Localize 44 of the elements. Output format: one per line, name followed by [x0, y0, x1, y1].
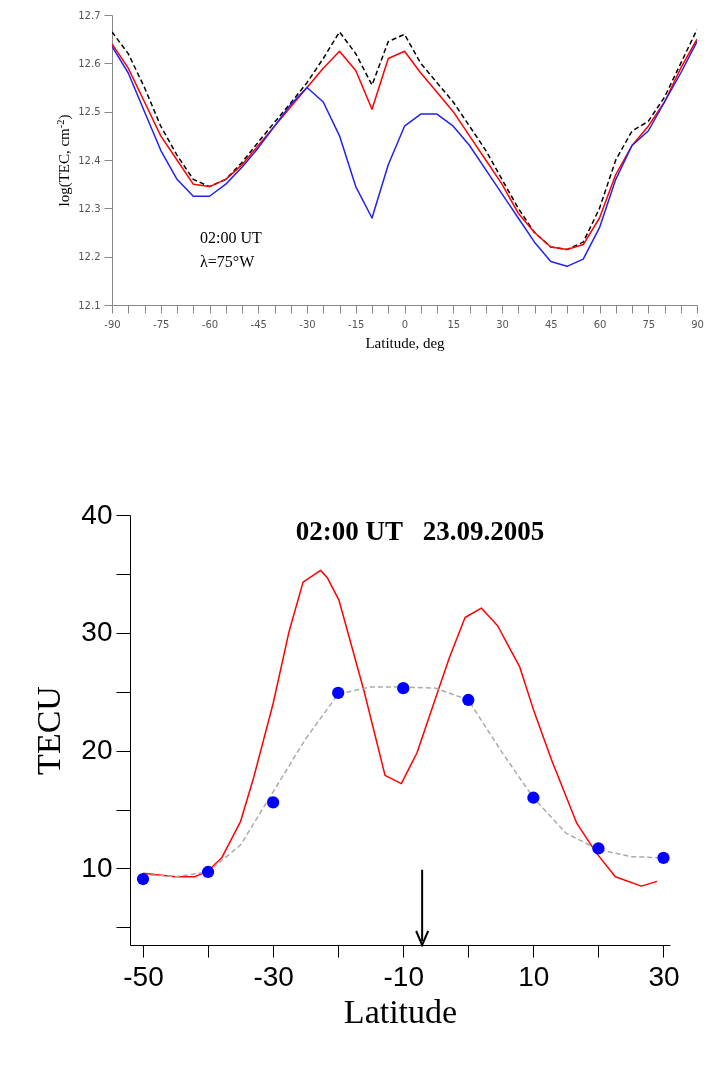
chart-title: 02:00 UT 23.09.2005	[295, 516, 545, 546]
x-tick-label: 0	[401, 318, 409, 330]
point	[201, 865, 215, 879]
x-tick-label: -50	[123, 960, 164, 992]
y-axis-title: TECU	[30, 686, 68, 775]
point	[527, 791, 540, 804]
y-tick-label: 12.3	[78, 202, 101, 214]
y-tick-label: 10	[81, 851, 113, 883]
y-tick-label: 20	[81, 734, 113, 766]
x-axis-title: Latitude, deg	[365, 334, 446, 351]
x-tick-label: 90	[691, 318, 704, 330]
point	[332, 686, 345, 699]
x-tick-label: -10	[383, 960, 424, 992]
x-tick-label: -90	[104, 318, 121, 330]
x-tick-label: 15	[447, 318, 461, 330]
y-tick-label: 12.4	[78, 154, 101, 166]
x-tick-label: -30	[253, 960, 294, 992]
point	[462, 693, 475, 707]
point	[136, 872, 150, 886]
x-tick-label: 75	[642, 318, 656, 330]
annotation: 02:00 UT	[200, 229, 262, 246]
x-tick-label: -60	[201, 318, 219, 330]
y-tick-label: 30	[81, 616, 113, 648]
y-tick-label: 12.1	[78, 299, 101, 311]
x-tick-label: 30	[648, 960, 680, 992]
point	[657, 851, 670, 864]
x-tick-label: -45	[250, 318, 267, 330]
x-tick-label: 45	[544, 318, 558, 330]
y-tick-label: 12.2	[78, 251, 101, 263]
x-tick-label: -75	[153, 318, 170, 330]
x-tick-label: 30	[496, 318, 509, 330]
annotation: λ=75°W	[200, 253, 256, 270]
x-tick-label: 10	[518, 960, 550, 992]
point	[397, 682, 410, 695]
y-tick-label: 40	[81, 498, 113, 530]
x-tick-label: -30	[299, 318, 316, 330]
y-tick-label: 12.5	[78, 106, 101, 118]
point	[267, 796, 280, 809]
point	[592, 842, 605, 855]
y-tick-label: 12.7	[78, 9, 101, 21]
x-tick-label: -15	[348, 318, 365, 330]
y-tick-label: 12.6	[78, 57, 101, 69]
x-tick-label: 60	[593, 318, 607, 330]
x-axis-title: Latitude	[343, 992, 458, 1030]
